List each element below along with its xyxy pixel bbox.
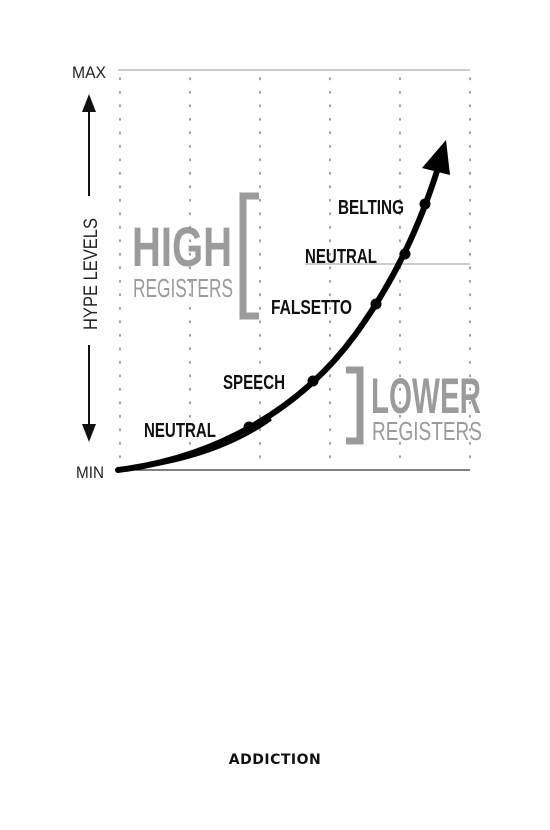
- point-label: BELTING: [338, 197, 404, 219]
- high-group-title: HIGH: [132, 215, 232, 278]
- y-axis-title: HYPE LEVELS: [81, 218, 102, 330]
- axis-max-label: MAX: [72, 63, 106, 82]
- point-marker: [243, 421, 255, 433]
- hype-curve-tail: [116, 418, 272, 472]
- hype-curve: [115, 165, 441, 473]
- up-arrow-icon: [82, 94, 96, 112]
- lower-group-subtitle: REGISTERS: [372, 416, 482, 446]
- point-label: FALSETTO: [271, 297, 352, 319]
- curve-arrowhead-icon: [422, 140, 450, 175]
- point-marker: [399, 248, 411, 260]
- lower-bracket: [346, 366, 364, 445]
- dotted-grid: [119, 77, 471, 467]
- point-label: NEUTRAL: [144, 420, 216, 442]
- down-arrow-icon: [82, 424, 96, 442]
- high-bracket: [239, 192, 259, 320]
- footer-title: ADDICTION: [228, 752, 322, 768]
- axis-min-label: MIN: [76, 463, 104, 482]
- point-label: SPEECH: [223, 372, 285, 394]
- point-label: NEUTRAL: [305, 246, 377, 268]
- point-marker: [370, 298, 382, 310]
- point-marker: [419, 198, 431, 210]
- lower-group-title: LOWER: [371, 368, 481, 424]
- high-group-subtitle: REGISTERS: [133, 273, 233, 303]
- point-marker: [307, 375, 319, 387]
